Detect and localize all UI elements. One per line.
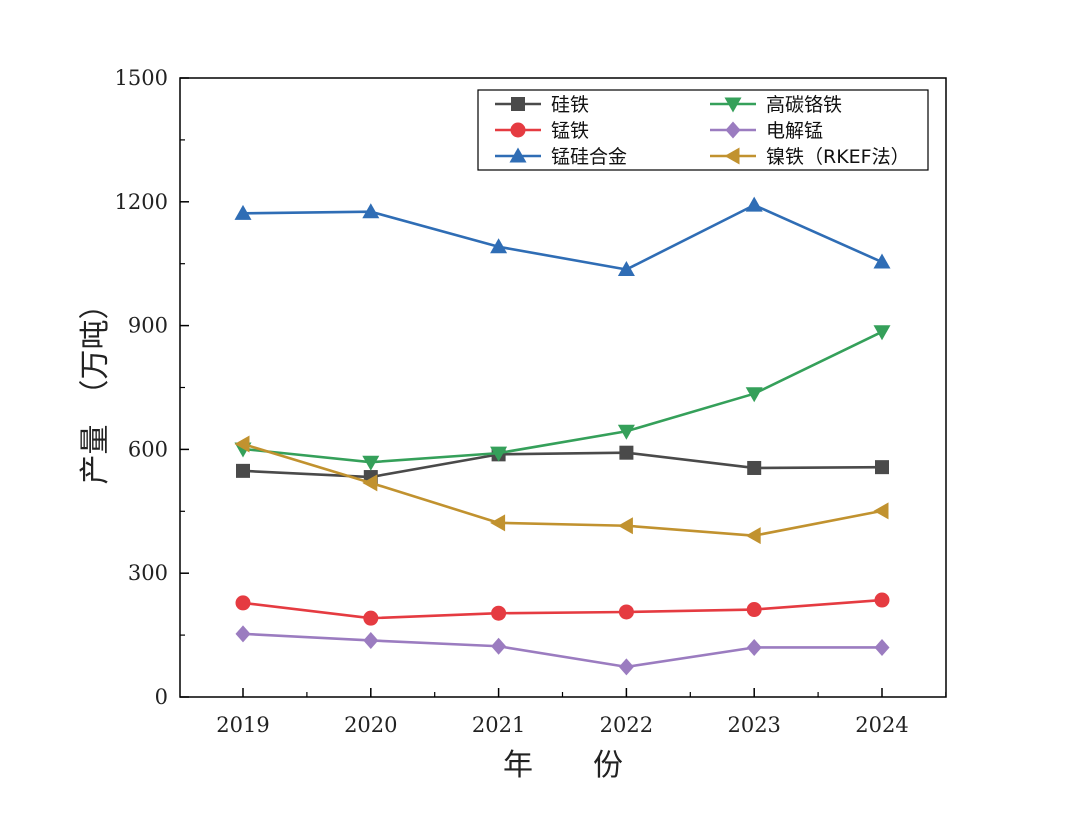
series-4 xyxy=(235,625,890,676)
y-tick-label: 600 xyxy=(128,437,168,461)
data-point xyxy=(873,325,891,341)
data-point xyxy=(617,517,633,535)
data-point xyxy=(873,253,891,269)
x-axis: 2019 2020 2021 2022 2023 2024 xyxy=(216,688,947,737)
data-point xyxy=(618,658,634,676)
data-point xyxy=(363,610,379,626)
series-1 xyxy=(235,592,890,626)
x-tick-label: 2022 xyxy=(600,713,653,737)
data-point xyxy=(234,204,252,220)
legend-item: 锰铁 xyxy=(495,120,589,142)
legend-label: 硅铁 xyxy=(551,94,589,116)
legend-box xyxy=(477,89,929,171)
data-point xyxy=(874,592,890,608)
data-point xyxy=(235,625,251,643)
y-axis-title: 产量 （万吨） xyxy=(78,290,113,485)
series-2 xyxy=(234,196,891,276)
plot-area xyxy=(179,77,947,698)
y-tick-label: 0 xyxy=(155,685,168,709)
series-line xyxy=(242,203,883,271)
series-line xyxy=(242,442,883,537)
legend-label: 镍铁（RKEF法） xyxy=(766,146,910,168)
legend-label: 锰硅合金 xyxy=(551,146,627,168)
x-tick-label: 2024 xyxy=(855,713,908,737)
data-point xyxy=(617,424,635,440)
series-5 xyxy=(234,435,889,545)
legend-label: 电解锰 xyxy=(766,120,823,142)
data-point xyxy=(362,455,380,471)
legend-marker xyxy=(724,147,740,165)
legend-marker xyxy=(510,122,526,138)
data-point xyxy=(747,460,762,475)
data-point xyxy=(746,602,762,618)
data-point xyxy=(746,638,762,656)
legend-item: 高碳铬铁 xyxy=(710,94,842,116)
y-tick-label: 900 xyxy=(128,314,168,338)
x-axis-title: 年 份 xyxy=(503,748,623,783)
legend-marker xyxy=(725,121,741,139)
series-line xyxy=(242,632,882,669)
data-point xyxy=(745,387,763,403)
y-tick-label: 1500 xyxy=(115,66,168,90)
data-point xyxy=(490,238,508,254)
data-point xyxy=(363,631,379,649)
data-point xyxy=(491,605,507,621)
legend-marker xyxy=(509,147,527,163)
data-point xyxy=(617,260,635,276)
legend-marker xyxy=(511,97,525,111)
data-point xyxy=(619,445,634,460)
data-point xyxy=(490,514,506,532)
legend-marker xyxy=(724,97,742,113)
x-tick-label: 2019 xyxy=(216,713,269,737)
y-tick-label: 300 xyxy=(128,561,168,585)
data-point xyxy=(236,463,250,478)
series-layer xyxy=(234,196,891,676)
series-line xyxy=(242,598,883,620)
x-tick-label: 2021 xyxy=(472,713,525,737)
x-tick-label: 2020 xyxy=(344,713,397,737)
y-axis: 0 300 600 900 1200 1500 xyxy=(115,66,189,709)
data-point xyxy=(874,638,890,656)
legend-label: 锰铁 xyxy=(551,120,589,142)
data-point xyxy=(875,460,889,475)
data-point xyxy=(490,446,508,462)
data-point xyxy=(235,595,251,611)
legend-item: 硅铁 xyxy=(495,94,589,116)
data-point xyxy=(618,604,634,620)
data-point xyxy=(873,502,889,520)
legend-item: 锰硅合金 xyxy=(495,146,627,168)
data-point xyxy=(745,196,763,212)
series-line xyxy=(242,330,883,464)
data-point xyxy=(234,435,250,453)
y-tick-label: 1200 xyxy=(115,190,168,214)
data-point xyxy=(362,203,380,219)
legend-item: 镍铁（RKEF法） xyxy=(710,146,910,168)
data-point xyxy=(491,637,507,655)
legend-item: 电解锰 xyxy=(710,120,823,142)
x-tick-label: 2023 xyxy=(727,713,780,737)
data-point xyxy=(745,527,761,545)
series-3 xyxy=(234,325,891,471)
legend-label: 高碳铬铁 xyxy=(766,94,842,116)
data-point xyxy=(362,474,378,492)
